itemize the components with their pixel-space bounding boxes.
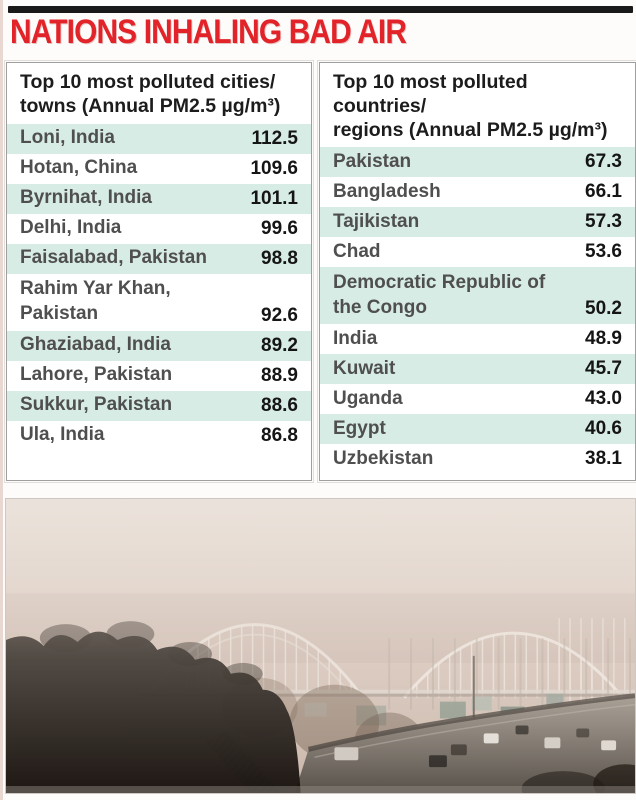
- row-name: Chad: [333, 241, 381, 262]
- row-value: 109.6: [250, 157, 298, 179]
- table-row: Loni, India 112.5: [7, 123, 311, 154]
- countries-table: Top 10 most polluted countries/ regions …: [317, 60, 636, 483]
- table-row: Rahim Yar Khan, Pakistan 92.6: [7, 274, 311, 331]
- row-name: Democratic Republic of the Congo: [333, 271, 546, 318]
- row-name: Byrnihat, India: [20, 187, 152, 209]
- row-value: 86.8: [261, 424, 298, 446]
- table-row: Delhi, India 99.6: [7, 214, 311, 244]
- row-value: 50.2: [585, 298, 622, 320]
- row-value: 57.3: [585, 211, 622, 233]
- row-name: Pakistan: [333, 151, 412, 172]
- row-name: Ula, India: [20, 424, 105, 446]
- row-name: Delhi, India: [20, 217, 122, 239]
- table-row: Pakistan 67.3: [320, 147, 635, 178]
- row-value: 40.6: [585, 418, 622, 440]
- row-name: Bangladesh: [333, 181, 441, 202]
- row-name: Hotan, China: [20, 157, 138, 179]
- row-name: Ghaziabad, India: [20, 334, 171, 356]
- table-row: Uzbekistan 38.1: [320, 444, 635, 474]
- table-row: Ula, India 86.8: [7, 421, 311, 451]
- table-row: Faisalabad, Pakistan 98.8: [7, 243, 311, 274]
- table-row: Hotan, China 109.6: [7, 154, 311, 184]
- row-value: 89.2: [261, 334, 298, 356]
- table-row: Bangladesh 66.1: [320, 177, 635, 207]
- row-value: 38.1: [585, 448, 622, 470]
- row-value: 88.9: [261, 364, 298, 386]
- page-title: NATIONS INHALING BAD AIR: [10, 13, 407, 51]
- row-value: 43.0: [585, 388, 622, 410]
- row-name: India: [333, 328, 378, 349]
- cities-table: Top 10 most polluted cities/ towns (Annu…: [4, 60, 314, 483]
- cities-header-line2: towns (Annual PM2.5 µg/m³): [20, 94, 281, 117]
- table-row: Democratic Republic of the Congo 50.2: [320, 267, 635, 325]
- table-row: Chad 53.6: [320, 237, 635, 267]
- table-row: Lahore, Pakistan 88.9: [7, 361, 311, 391]
- table-row: Kuwait 45.7: [320, 354, 635, 385]
- row-value: 53.6: [585, 241, 622, 263]
- row-name: Lahore, Pakistan: [20, 364, 173, 386]
- row-name: Loni, India: [20, 127, 115, 149]
- table-row: Byrnihat, India 101.1: [7, 183, 311, 214]
- table-row: Egypt 40.6: [320, 414, 635, 445]
- row-name: Uzbekistan: [333, 448, 434, 469]
- smog-photo: [5, 498, 636, 794]
- row-value: 98.8: [261, 247, 298, 269]
- tables-region: Top 10 most polluted cities/ towns (Annu…: [4, 60, 636, 483]
- table-row: India 48.9: [320, 324, 635, 354]
- row-name: Faisalabad, Pakistan: [20, 247, 207, 269]
- row-value: 66.1: [585, 181, 622, 203]
- row-name: Egypt: [333, 418, 386, 439]
- row-value: 45.7: [585, 358, 622, 380]
- row-name: Tajikistan: [333, 211, 420, 232]
- countries-header-line2: regions (Annual PM2.5 µg/m³): [333, 118, 608, 141]
- row-value: 99.6: [261, 217, 298, 239]
- row-value: 48.9: [585, 328, 622, 350]
- cities-table-header: Top 10 most polluted cities/ towns (Annu…: [7, 63, 311, 124]
- top-rule-bar: [8, 6, 633, 13]
- countries-table-header: Top 10 most polluted countries/ regions …: [320, 63, 635, 147]
- row-value: 101.1: [250, 187, 298, 209]
- table-row: Ghaziabad, India 89.2: [7, 330, 311, 361]
- row-value: 112.5: [251, 127, 299, 149]
- row-value: 92.6: [261, 304, 298, 326]
- cities-header-line1: Top 10 most polluted cities/: [20, 71, 276, 93]
- table-row: Tajikistan 57.3: [320, 207, 635, 238]
- table-row: Uganda 43.0: [320, 384, 635, 414]
- row-name: Sukkur, Pakistan: [20, 394, 173, 416]
- row-value: 67.3: [585, 151, 622, 173]
- table-row: Sukkur, Pakistan 88.6: [7, 390, 311, 421]
- row-name: Rahim Yar Khan, Pakistan: [20, 278, 171, 324]
- row-name: Uganda: [333, 388, 403, 409]
- row-name: Kuwait: [333, 358, 396, 379]
- countries-header-line1: Top 10 most polluted countries/: [333, 71, 528, 117]
- row-value: 88.6: [261, 394, 298, 416]
